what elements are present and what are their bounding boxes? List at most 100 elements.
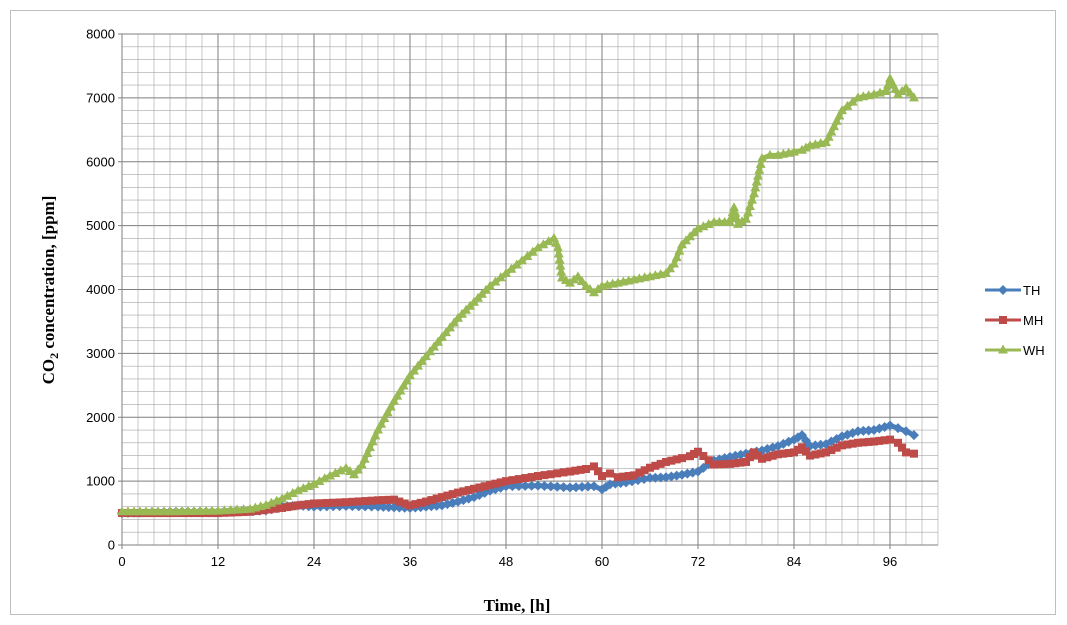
legend-marker: [999, 316, 1007, 324]
data-point-mh: [559, 468, 568, 477]
data-point-mh: [540, 471, 549, 480]
data-point-mh: [322, 498, 331, 507]
y-tick-label: 1000: [86, 474, 115, 489]
data-point-wh: [831, 115, 842, 125]
data-point-wh: [543, 236, 554, 246]
data-point-th: [589, 481, 599, 492]
data-point-th: [901, 426, 911, 437]
data-point-wh: [556, 266, 567, 276]
x-tick-label: 0: [118, 554, 125, 569]
data-point-wh: [842, 100, 853, 110]
data-point-wh: [392, 390, 403, 400]
data-point-wh: [829, 121, 839, 131]
y-axis-title: CO2 concentration, [ppm]: [39, 196, 61, 385]
data-point-mh: [886, 435, 894, 444]
legend-label: TH: [1023, 283, 1040, 298]
data-point-wh: [413, 360, 423, 370]
data-point-mh: [508, 476, 517, 485]
data-point-wh: [367, 436, 378, 446]
data-point-wh: [553, 248, 564, 258]
data-point-mh: [310, 499, 318, 508]
y-tick-label: 4000: [86, 282, 115, 297]
x-tick-label: 12: [211, 554, 225, 569]
series-wh: [117, 73, 919, 516]
data-point-th: [565, 482, 575, 493]
data-point-wh: [674, 245, 685, 255]
data-point-wh: [511, 259, 522, 269]
legend-marker: [998, 344, 1008, 354]
data-point-wh: [429, 341, 439, 351]
legend-label: WH: [1023, 343, 1045, 358]
data-point-wh: [751, 176, 762, 186]
data-point-wh: [425, 346, 435, 356]
data-point-wh: [330, 467, 341, 477]
data-point-wh: [401, 375, 412, 385]
x-tick-label: 96: [883, 554, 897, 569]
data-point-wh: [577, 276, 587, 286]
data-point-wh: [335, 465, 346, 475]
data-point-wh: [745, 200, 755, 210]
legend-item-wh: WH: [985, 343, 1045, 358]
series-mh: [118, 435, 918, 518]
data-point-wh: [405, 370, 415, 380]
data-point-wh: [750, 182, 761, 192]
data-point-wh: [821, 137, 831, 147]
data-point-wh: [277, 493, 287, 503]
data-point-mh: [553, 469, 562, 478]
legend-label: MH: [1023, 313, 1043, 328]
data-point-wh: [789, 146, 799, 156]
data-point-wh: [733, 218, 743, 228]
data-point-wh: [495, 272, 506, 282]
data-point-wh: [665, 263, 675, 273]
data-point-mh: [316, 499, 325, 508]
data-point-wh: [349, 469, 359, 479]
x-tick-label: 72: [691, 554, 705, 569]
data-point-wh: [826, 126, 837, 136]
data-point-wh: [765, 149, 775, 159]
data-point-th: [533, 480, 543, 491]
data-point-th: [655, 472, 666, 483]
data-point-mh: [598, 472, 606, 481]
data-point-wh: [389, 395, 399, 405]
data-point-mh: [502, 477, 510, 486]
data-point-th: [650, 472, 661, 483]
data-point-wh: [741, 213, 751, 223]
data-point-wh: [737, 216, 747, 226]
data-point-mh: [534, 472, 542, 481]
data-point-wh: [379, 413, 390, 423]
x-tick-label: 24: [307, 554, 321, 569]
legend-item-th: TH: [985, 283, 1040, 298]
chart-frame: [10, 10, 1056, 615]
data-point-wh: [573, 271, 583, 281]
data-point-th: [552, 481, 563, 492]
data-point-wh: [385, 401, 396, 411]
data-point-wh: [382, 407, 393, 417]
data-point-wh: [555, 260, 566, 270]
data-point-wh: [753, 170, 763, 180]
data-point-mh: [514, 475, 523, 484]
data-point-wh: [287, 487, 298, 497]
data-point-wh: [365, 442, 375, 452]
legend-marker: [998, 285, 1008, 295]
x-tick-label: 36: [403, 554, 417, 569]
data-point-wh: [757, 153, 767, 163]
axes: [118, 33, 938, 549]
data-point-wh: [730, 207, 741, 217]
data-point-wh: [362, 447, 373, 457]
data-point-wh: [441, 327, 451, 337]
legend-item-mh: MH: [985, 313, 1043, 328]
y-tick-label: 6000: [86, 154, 115, 169]
y-axis-title-subscript: 2: [47, 353, 61, 359]
data-point-wh: [357, 459, 367, 469]
data-point-wh: [538, 239, 549, 249]
data-point-wh: [834, 110, 845, 120]
y-tick-label: 3000: [86, 346, 115, 361]
data-point-wh: [661, 268, 671, 278]
grid: [122, 33, 939, 545]
data-point-mh: [546, 470, 555, 479]
data-point-wh: [671, 252, 682, 262]
data-point-wh: [837, 105, 847, 115]
y-axis-title-main: CO: [39, 359, 58, 385]
data-point-wh: [669, 258, 679, 268]
